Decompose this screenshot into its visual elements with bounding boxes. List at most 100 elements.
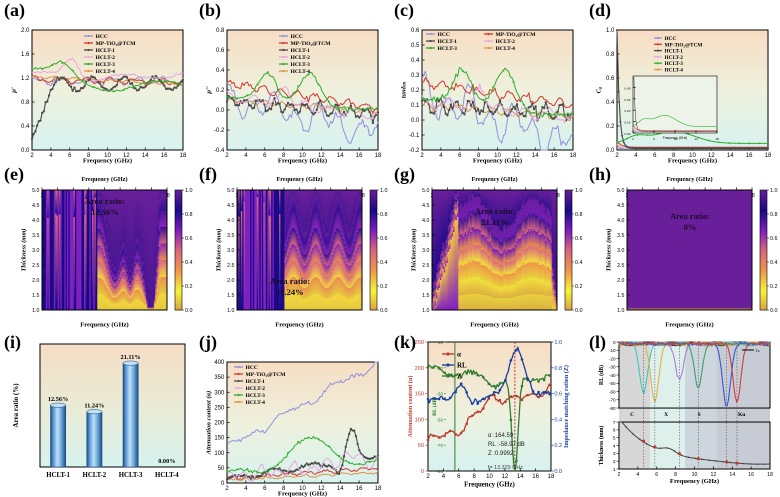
svg-text:0.8: 0.8 <box>21 100 30 106</box>
svg-text:4: 4 <box>439 153 443 159</box>
svg-text:3.0: 3.0 <box>422 248 429 254</box>
svg-text:250: 250 <box>214 405 225 411</box>
svg-text:Thickness (mm): Thickness (mm) <box>216 228 223 271</box>
svg-text:14: 14 <box>694 137 698 141</box>
svg-text:1.5: 1.5 <box>422 293 429 299</box>
svg-text:tanδₘ: tanδₘ <box>401 81 408 98</box>
svg-text:300: 300 <box>214 390 225 396</box>
svg-text:-50: -50 <box>436 417 443 422</box>
svg-text:6: 6 <box>458 153 462 159</box>
svg-text:4.5: 4.5 <box>422 203 429 209</box>
svg-text:5.0: 5.0 <box>32 188 39 194</box>
svg-text:21.11%: 21.11% <box>481 217 508 227</box>
svg-text:0.6: 0.6 <box>606 76 615 82</box>
svg-text:HCLT-2: HCLT-2 <box>246 386 266 392</box>
svg-text:Area ratio:: Area ratio: <box>475 206 515 216</box>
svg-text:1.0: 1.0 <box>380 188 388 194</box>
svg-text:Frequency (GHz): Frequency (GHz) <box>81 176 127 183</box>
svg-text:18: 18 <box>715 137 719 141</box>
svg-text:Area ratio:: Area ratio: <box>270 276 310 286</box>
svg-text:4: 4 <box>634 153 638 159</box>
svg-text:5: 5 <box>613 435 616 441</box>
svg-text:2.0: 2.0 <box>422 278 429 284</box>
svg-text:HCLT-1: HCLT-1 <box>291 48 311 54</box>
svg-text:1.0: 1.0 <box>32 308 39 314</box>
svg-text:HCLT-1: HCLT-1 <box>46 472 70 479</box>
svg-text:0.0: 0.0 <box>216 108 225 114</box>
svg-text:0.8: 0.8 <box>606 52 615 58</box>
svg-text:2: 2 <box>618 472 621 478</box>
svg-text:2.0: 2.0 <box>617 278 624 284</box>
svg-text:-0.2: -0.2 <box>409 148 420 154</box>
svg-text:14: 14 <box>729 472 735 478</box>
svg-text:-40: -40 <box>609 373 616 378</box>
svg-text:1.0: 1.0 <box>422 308 429 314</box>
svg-text:-50: -50 <box>609 381 616 386</box>
svg-text:Thickness (mm): Thickness (mm) <box>598 426 605 466</box>
svg-text:3.0: 3.0 <box>617 248 624 254</box>
svg-text:0.0: 0.0 <box>21 148 30 154</box>
svg-text:C₀: C₀ <box>596 86 603 93</box>
svg-text:-80: -80 <box>609 406 616 411</box>
svg-text:18: 18 <box>375 486 382 492</box>
svg-text:-30: -30 <box>609 365 616 370</box>
svg-text:2.5: 2.5 <box>227 263 234 269</box>
svg-text:1.0: 1.0 <box>617 308 624 314</box>
svg-text:Frequency (GHz): Frequency (GHz) <box>276 176 322 183</box>
svg-text:0.30: 0.30 <box>625 98 631 102</box>
svg-text:4.0: 4.0 <box>227 218 234 224</box>
svg-text:HCLT-3: HCLT-3 <box>246 393 266 399</box>
svg-text:12: 12 <box>502 474 509 480</box>
svg-text:18: 18 <box>570 153 577 159</box>
svg-text:14: 14 <box>337 486 344 492</box>
svg-text:-60: -60 <box>609 389 616 394</box>
svg-text:10: 10 <box>486 474 493 480</box>
svg-text:RL :-58.97 dB: RL :-58.97 dB <box>488 442 525 448</box>
svg-text:0.3: 0.3 <box>411 73 420 79</box>
svg-text:0.2: 0.2 <box>411 88 420 94</box>
svg-text:HCLT-1: HCLT-1 <box>438 39 458 45</box>
svg-text:0.0: 0.0 <box>411 118 420 124</box>
svg-text:200: 200 <box>214 421 225 427</box>
svg-text:HCLT-2: HCLT-2 <box>291 55 311 61</box>
svg-text:0.2: 0.2 <box>380 284 388 290</box>
svg-text:18: 18 <box>375 153 382 159</box>
svg-text:5.0: 5.0 <box>617 188 624 194</box>
svg-text:16: 16 <box>551 153 558 159</box>
svg-text:X: X <box>664 412 668 418</box>
svg-text:2: 2 <box>613 459 616 465</box>
svg-text:0.2: 0.2 <box>554 443 562 449</box>
svg-text:HCLT-4: HCLT-4 <box>246 400 266 406</box>
svg-text:1.0: 1.0 <box>575 188 583 194</box>
svg-text:Attenuation content (α): Attenuation content (α) <box>206 391 213 456</box>
svg-text:18: 18 <box>767 472 773 478</box>
svg-text:6: 6 <box>653 153 657 159</box>
svg-text:16: 16 <box>161 153 168 159</box>
svg-text:Frequency (GHz): Frequency (GHz) <box>670 478 719 485</box>
svg-text:HCLT-3: HCLT-3 <box>438 46 458 52</box>
svg-text:14: 14 <box>532 153 539 159</box>
svg-text:2.0: 2.0 <box>227 278 234 284</box>
svg-text:Thickness (mm): Thickness (mm) <box>411 228 418 271</box>
svg-text:14: 14 <box>517 474 524 480</box>
svg-text:-10: -10 <box>609 348 616 353</box>
svg-text:RL (dB): RL (dB) <box>598 365 605 385</box>
svg-text:0%: 0% <box>684 222 697 232</box>
svg-text:Frequency (GHz): Frequency (GHz) <box>471 176 517 183</box>
svg-text:α :164.59: α :164.59 <box>488 433 514 439</box>
svg-text:Attenuation content (α): Attenuation content (α) <box>407 376 414 438</box>
svg-text:HCLT-4: HCLT-4 <box>291 69 311 75</box>
svg-text:1.0: 1.0 <box>554 340 562 346</box>
svg-text:Z :0.9992: Z :0.9992 <box>488 451 514 457</box>
svg-text:2.5: 2.5 <box>617 263 624 269</box>
svg-text:Frequency (GHz): Frequency (GHz) <box>666 176 712 183</box>
svg-text:α: α <box>457 350 461 358</box>
svg-text:0.4: 0.4 <box>575 260 583 266</box>
svg-text:0.8: 0.8 <box>216 28 225 34</box>
svg-text:50: 50 <box>418 443 424 449</box>
svg-text:5.0: 5.0 <box>422 188 429 194</box>
svg-text:3: 3 <box>613 451 616 457</box>
svg-text:0.6: 0.6 <box>770 236 778 242</box>
svg-text:3.5: 3.5 <box>32 233 39 239</box>
svg-text:0.8: 0.8 <box>770 212 778 218</box>
